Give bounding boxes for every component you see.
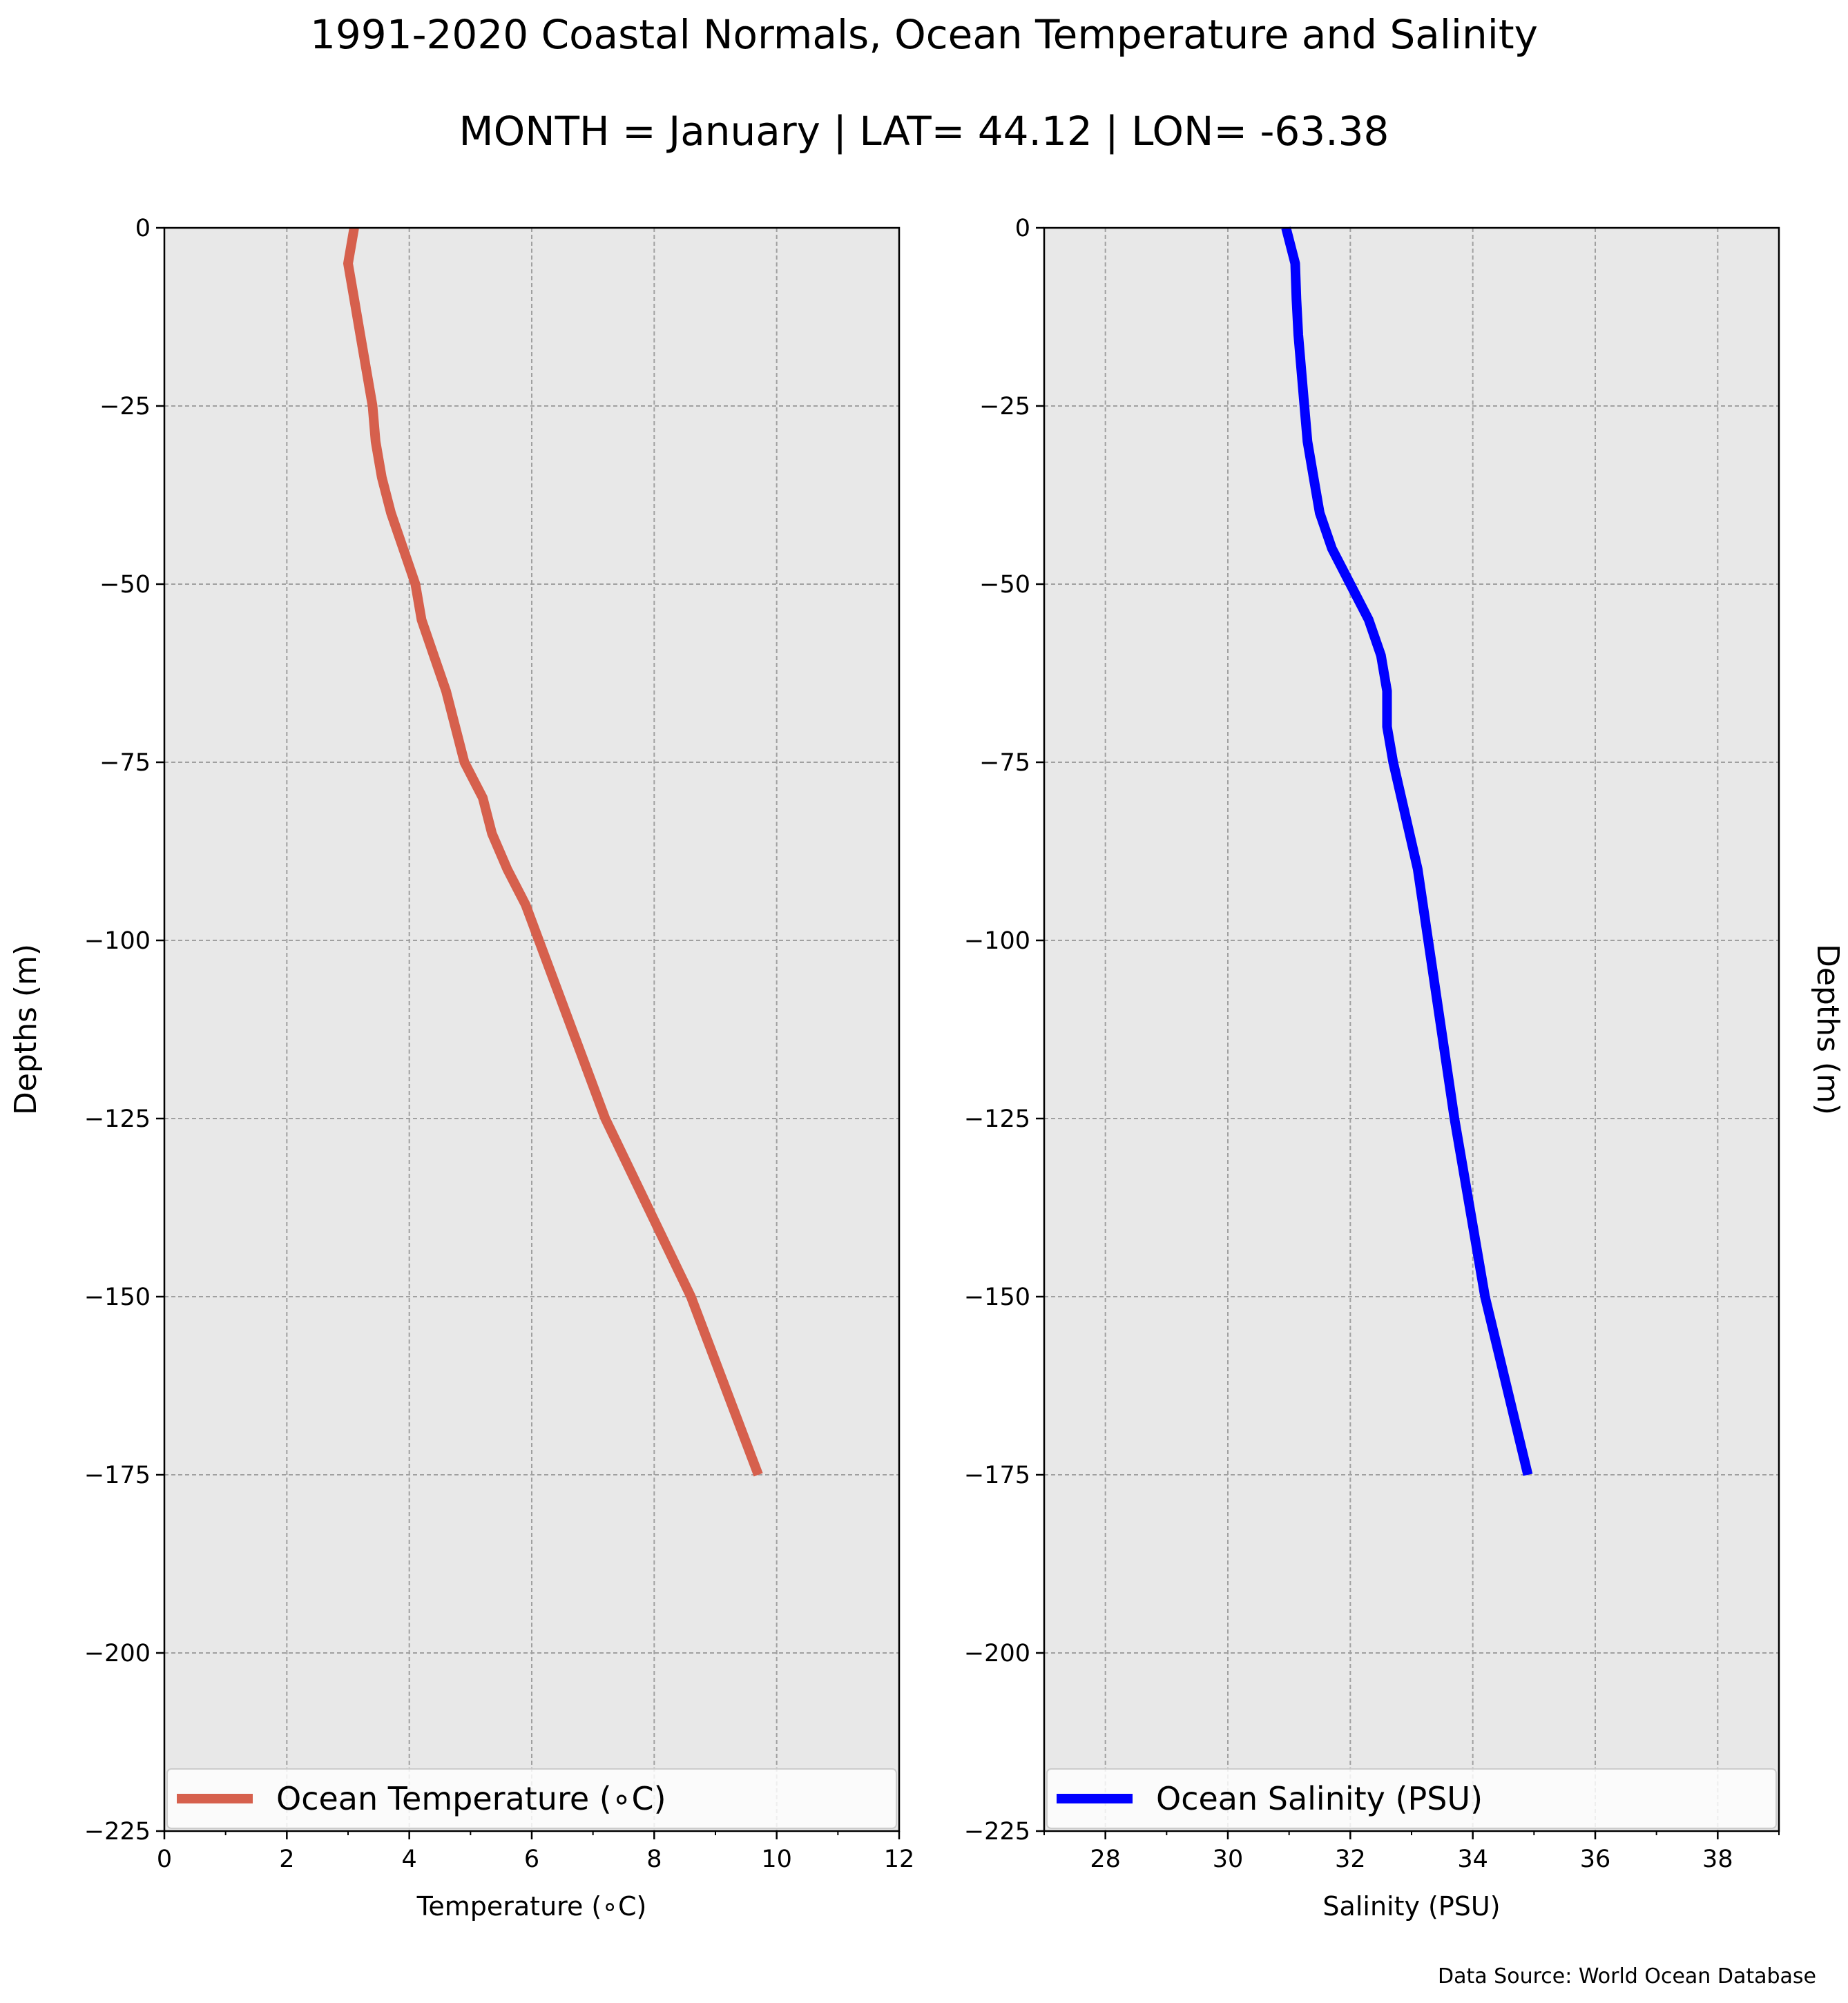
x-tick-label: 12	[884, 1846, 915, 1873]
x-tick-label: 8	[646, 1846, 662, 1873]
legend-label: Ocean Temperature (∘C)	[276, 1780, 666, 1817]
y-tick-label: −225	[964, 1818, 1030, 1846]
x-axis-label: Salinity (PSU)	[1322, 1891, 1500, 1922]
x-tick-label: 2	[279, 1846, 294, 1873]
x-tick-label: 34	[1457, 1846, 1488, 1873]
data-source-note: Data Source: World Ocean Database	[1438, 1964, 1816, 1989]
y-tick-label: −200	[964, 1640, 1030, 1667]
y-tick-label: −150	[964, 1284, 1030, 1311]
y-tick-label: 0	[135, 215, 151, 242]
y-tick-label: −25	[99, 393, 151, 420]
y-tick-label: −100	[84, 927, 151, 955]
plot-area	[1044, 228, 1779, 1831]
y-tick-label: −225	[84, 1818, 151, 1846]
y-tick-label: −50	[979, 571, 1030, 599]
legend: Ocean Salinity (PSU)	[1046, 1768, 1777, 1829]
y-tick-label: −150	[84, 1284, 151, 1311]
chart-subtitle: MONTH = January | LAT= 44.12 | LON= -63.…	[459, 108, 1389, 155]
y-tick-label: −75	[99, 749, 151, 777]
temperature-panel: 0 2 4 6 8 10 12 0 −25 −50 −75 −100 −125 −150 −175 −200 −…	[8, 215, 914, 1922]
legend-box	[166, 1768, 897, 1829]
y-tick-label: −175	[84, 1462, 151, 1489]
x-tick-label: 6	[524, 1846, 539, 1873]
x-tick-label: 30	[1213, 1846, 1244, 1873]
x-tick-label: 0	[157, 1846, 172, 1873]
legend-label: Ocean Salinity (PSU)	[1156, 1780, 1483, 1817]
y-tick-label: −50	[99, 571, 151, 599]
y-tick-label: −75	[979, 749, 1030, 777]
series-line-0	[343, 226, 763, 1477]
y-tick-label: −100	[964, 927, 1030, 955]
x-axis-label: Temperature (∘C)	[416, 1891, 647, 1922]
y-tick-label: −25	[979, 393, 1030, 420]
x-tick-label: 4	[402, 1846, 417, 1873]
y-tick-label: −125	[84, 1105, 151, 1133]
x-tick-label: 36	[1580, 1846, 1611, 1873]
y-tick-label: −200	[84, 1640, 151, 1667]
y-tick-label: −175	[964, 1462, 1030, 1489]
x-tick-label: 32	[1335, 1846, 1366, 1873]
x-tick-label: 28	[1090, 1846, 1121, 1873]
series-line-0	[1281, 226, 1533, 1476]
chart-title: 1991-2020 Coastal Normals, Ocean Tempera…	[310, 11, 1538, 58]
salinity-panel: 28 30 32 34 36 38 0 −25 −50 −75 −100 −125 −150 −175 −2…	[964, 215, 1845, 1922]
y-axis-label: Depths (m)	[1810, 944, 1845, 1115]
y-axis-label: Depths (m)	[8, 944, 44, 1115]
legend-box	[1046, 1768, 1777, 1829]
y-tick-label: −125	[964, 1105, 1030, 1133]
x-tick-label: 10	[761, 1846, 792, 1873]
y-tick-label: 0	[1015, 215, 1030, 242]
x-tick-label: 38	[1702, 1846, 1733, 1873]
legend: Ocean Temperature (∘C)	[166, 1768, 897, 1829]
